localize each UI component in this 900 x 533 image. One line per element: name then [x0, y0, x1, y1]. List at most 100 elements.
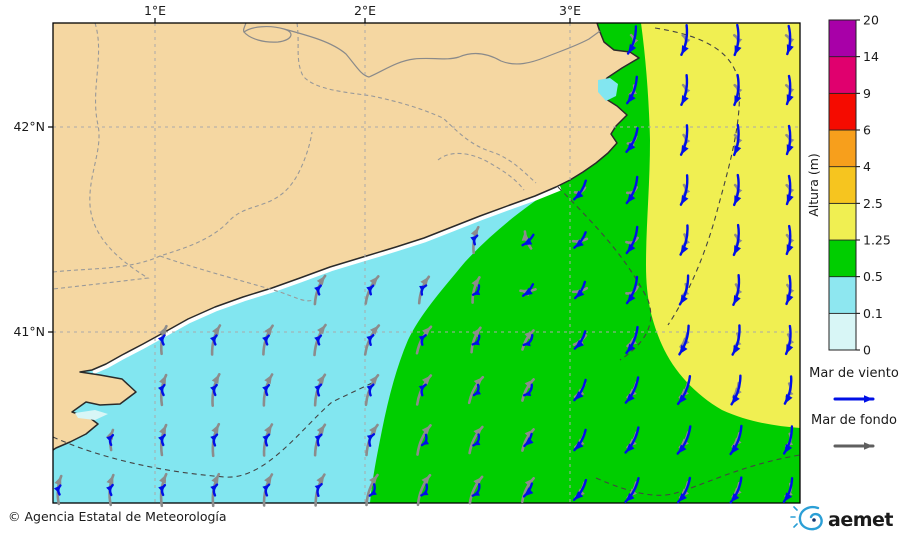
- swell-arrow-head: [211, 474, 219, 484]
- wind-arrow-head: [522, 237, 533, 246]
- swell-arrow-head: [369, 475, 378, 485]
- wind-arrow-head: [734, 45, 742, 55]
- colorbar-tick-label: 1.25: [863, 233, 891, 248]
- wind-arrow-head: [366, 335, 374, 342]
- colorbar-tick-label: 0.5: [863, 269, 883, 284]
- swell-arrow-head: [421, 475, 430, 485]
- swell-arrow-head: [316, 424, 325, 435]
- wind-arrow-head: [314, 384, 322, 391]
- province-border-line: [296, 22, 537, 184]
- longitude-label: 1°E: [144, 3, 166, 18]
- colorbar-outline: [828, 19, 857, 351]
- wind-arrow-head: [786, 294, 794, 304]
- wind-arrow-head: [678, 394, 687, 404]
- colorbar-segment: [828, 202, 857, 241]
- wind-arrow-head: [625, 492, 635, 502]
- wind-arrow-head: [470, 235, 478, 242]
- province-borders: [52, 22, 537, 302]
- swell-arrow-head: [421, 425, 431, 435]
- province-border-line: [159, 255, 314, 302]
- wind-arrow-head: [158, 435, 165, 442]
- wind-arrow-head: [106, 485, 113, 492]
- colorbar-tick-label: 6: [863, 123, 871, 138]
- wind-arrow-head: [53, 485, 61, 493]
- latitude-label: 41°N: [13, 324, 45, 339]
- wind-arrow-head: [366, 285, 374, 292]
- colorbar-tick-label: 2.5: [863, 196, 883, 211]
- maritime-border-line: [557, 186, 652, 361]
- wind-arrow-head: [210, 434, 217, 442]
- longitude-label: 2°E: [354, 3, 376, 18]
- wind-arrow-head: [783, 492, 793, 502]
- wind-arrow-head: [523, 287, 533, 296]
- aemet-wordmark: aemet: [828, 509, 893, 531]
- longitude-label: 3°E: [559, 3, 581, 18]
- maritime-border-line: [595, 454, 801, 496]
- longitude-ticks: 1°E 2°E 3°E: [144, 3, 581, 23]
- swell-arrow-head: [470, 227, 479, 237]
- wind-arrow-head: [262, 385, 269, 392]
- wind-arrow-head: [679, 344, 688, 355]
- lagoon-delta: [75, 410, 108, 420]
- wind-arrow-head: [786, 144, 794, 154]
- border-france-spain: [243, 22, 601, 78]
- wind-arrow-head: [418, 384, 426, 391]
- wind-arrow-head: [418, 335, 426, 342]
- swell-arrow-head: [524, 429, 534, 439]
- wind-arrow-head: [628, 43, 637, 54]
- colorbar-tick-label: 9: [863, 86, 871, 101]
- swell-arrow-head: [264, 474, 272, 485]
- wind-arrow-head: [730, 444, 740, 454]
- wind-arrow-head: [627, 293, 636, 304]
- wind-arrow-head: [210, 385, 217, 392]
- wind-arrow-head: [262, 335, 269, 342]
- wind-arrow-head: [680, 195, 689, 205]
- swell-arrow-head: [422, 326, 431, 336]
- wind-arrow-head: [366, 384, 374, 391]
- sea-region-yellow: [641, 23, 800, 428]
- swell-arrow-head: [211, 424, 219, 434]
- province-border-line: [52, 131, 313, 273]
- swell-arrow-head: [369, 425, 378, 435]
- swell-arrow-head: [54, 476, 62, 486]
- wind-arrow-head: [314, 434, 322, 441]
- wind-arrow-head: [419, 285, 427, 291]
- wave-arrow-field: [53, 23, 795, 508]
- colorbar-segment: [828, 276, 857, 314]
- wind-arrow-head: [262, 484, 270, 491]
- wind-arrow-head: [314, 484, 322, 491]
- maritime-zone-borders: [52, 27, 801, 496]
- colorbar-segment: [828, 166, 857, 204]
- latitude-ticks: 42°N 41°N: [13, 119, 53, 339]
- wind-arrow-head: [262, 434, 270, 441]
- swell-arrow-head: [159, 425, 167, 435]
- wind-arrow-head: [524, 487, 534, 497]
- aemet-swirl-icon: [790, 505, 823, 531]
- legend-wind-label: Mar de viento: [809, 366, 899, 381]
- swell-arrow-head: [524, 379, 534, 389]
- wind-arrow-head: [524, 390, 532, 397]
- wind-arrow-head: [626, 142, 636, 152]
- wind-arrow-head: [679, 294, 688, 305]
- wind-arrow-head: [734, 95, 742, 105]
- wind-arrow-head: [366, 434, 374, 441]
- wind-arrow-head: [157, 335, 165, 343]
- maritime-border-line: [52, 382, 373, 478]
- swell-arrow-head: [422, 375, 431, 385]
- wind-arrow-head: [574, 190, 584, 200]
- swell-arrow-head: [473, 377, 483, 387]
- land-polygon: [53, 23, 639, 450]
- colorbar-title: Altura (m): [806, 153, 821, 217]
- wind-arrow-head: [574, 391, 584, 401]
- wind-arrow-head: [733, 245, 741, 255]
- wind-arrow-head: [784, 394, 793, 404]
- wind-arrow-head: [626, 343, 636, 353]
- wind-arrow-head: [678, 493, 687, 503]
- swell-arrow-head: [369, 276, 379, 286]
- swell-arrow-head: [264, 374, 273, 385]
- wind-arrow-head: [786, 94, 794, 104]
- wind-arrow-head: [786, 244, 794, 254]
- swell-arrow-head: [471, 277, 480, 287]
- swell-arrow-head: [473, 427, 483, 437]
